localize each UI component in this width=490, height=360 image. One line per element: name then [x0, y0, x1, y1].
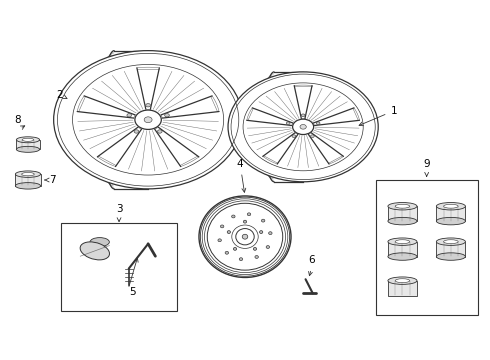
Text: 6: 6: [308, 255, 315, 265]
Ellipse shape: [53, 51, 243, 189]
Ellipse shape: [16, 147, 40, 152]
Ellipse shape: [239, 258, 243, 261]
Ellipse shape: [236, 229, 254, 245]
Ellipse shape: [90, 238, 109, 247]
Ellipse shape: [253, 247, 257, 250]
Ellipse shape: [266, 246, 270, 248]
Polygon shape: [388, 242, 417, 257]
Ellipse shape: [292, 135, 295, 138]
Ellipse shape: [443, 240, 458, 244]
Ellipse shape: [207, 203, 283, 270]
Ellipse shape: [395, 204, 410, 208]
Ellipse shape: [232, 215, 235, 218]
Ellipse shape: [437, 238, 466, 246]
Ellipse shape: [199, 196, 291, 278]
Text: 8: 8: [14, 115, 21, 125]
Ellipse shape: [388, 217, 417, 225]
Ellipse shape: [301, 114, 305, 117]
Ellipse shape: [22, 172, 34, 176]
Ellipse shape: [316, 122, 320, 125]
Ellipse shape: [135, 110, 161, 130]
Polygon shape: [437, 242, 466, 257]
Ellipse shape: [388, 203, 417, 210]
Ellipse shape: [244, 220, 246, 223]
Polygon shape: [16, 140, 40, 149]
Ellipse shape: [437, 203, 466, 210]
Ellipse shape: [388, 277, 417, 284]
Ellipse shape: [311, 135, 314, 138]
Ellipse shape: [15, 171, 41, 177]
Ellipse shape: [443, 204, 458, 208]
Ellipse shape: [218, 239, 221, 242]
Ellipse shape: [227, 231, 230, 234]
Text: 1: 1: [359, 106, 397, 126]
Polygon shape: [388, 206, 417, 221]
Ellipse shape: [437, 253, 466, 260]
Ellipse shape: [80, 242, 109, 260]
Bar: [61, 222, 177, 311]
Ellipse shape: [269, 232, 272, 235]
Text: 7: 7: [49, 175, 55, 185]
Text: 4: 4: [237, 159, 246, 192]
Text: 3: 3: [116, 204, 122, 214]
Ellipse shape: [225, 251, 228, 254]
Ellipse shape: [242, 234, 248, 239]
Ellipse shape: [247, 213, 251, 216]
Ellipse shape: [395, 279, 410, 283]
Text: 9: 9: [423, 159, 430, 169]
Bar: [376, 180, 478, 315]
Ellipse shape: [165, 113, 169, 117]
Ellipse shape: [388, 238, 417, 246]
Polygon shape: [437, 206, 466, 221]
Ellipse shape: [144, 117, 152, 123]
Ellipse shape: [300, 125, 306, 129]
Ellipse shape: [243, 83, 363, 171]
Ellipse shape: [146, 104, 150, 107]
Ellipse shape: [233, 247, 237, 250]
Polygon shape: [15, 174, 41, 186]
Ellipse shape: [220, 225, 224, 228]
Text: 5: 5: [130, 287, 136, 297]
Ellipse shape: [73, 64, 223, 175]
Text: 2: 2: [57, 90, 67, 100]
Ellipse shape: [16, 137, 40, 143]
Ellipse shape: [260, 231, 263, 234]
Ellipse shape: [293, 119, 314, 135]
Ellipse shape: [157, 130, 162, 133]
Ellipse shape: [15, 183, 41, 189]
Ellipse shape: [262, 219, 265, 222]
Ellipse shape: [395, 240, 410, 244]
Ellipse shape: [255, 256, 258, 258]
Ellipse shape: [228, 72, 378, 182]
Ellipse shape: [286, 122, 290, 125]
Polygon shape: [388, 281, 417, 296]
Ellipse shape: [388, 253, 417, 260]
Ellipse shape: [134, 130, 139, 133]
Ellipse shape: [22, 138, 34, 141]
Ellipse shape: [127, 113, 131, 117]
Ellipse shape: [437, 217, 466, 225]
